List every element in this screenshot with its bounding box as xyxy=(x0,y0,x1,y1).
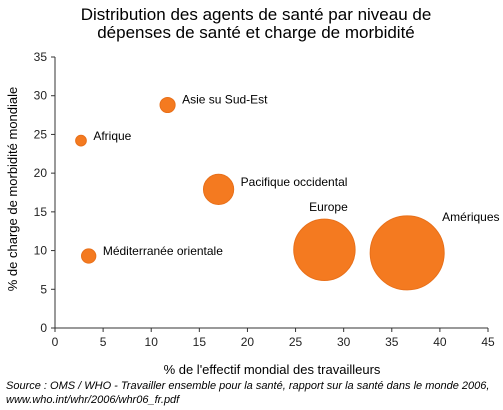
bubble-label: Europe xyxy=(309,200,348,214)
x-axis-label: % de l'effectif mondial des travailleurs xyxy=(164,362,381,377)
x-tick-label: 45 xyxy=(481,335,495,349)
bubble xyxy=(75,134,87,147)
x-tick-label: 10 xyxy=(145,335,159,349)
y-tick-label: 10 xyxy=(34,244,48,258)
x-tick-label: 20 xyxy=(241,335,255,349)
y-tick-label: 0 xyxy=(40,321,47,335)
bubble-label: Méditerranée orientale xyxy=(103,244,223,258)
x-tick-label: 0 xyxy=(52,335,59,349)
chart-title: Distribution des agents de santé par niv… xyxy=(81,5,432,42)
y-tick-label: 35 xyxy=(34,50,48,64)
bubble-label: Asie su Sud-Est xyxy=(182,93,268,107)
bubbles xyxy=(75,96,445,291)
bubble xyxy=(202,173,235,206)
y-axis-label: % de charge de morbidité mondiale xyxy=(5,87,20,292)
bubble-label: Amériques xyxy=(442,210,499,224)
x-tick-label: 15 xyxy=(193,335,207,349)
source-line-1: Source : OMS / WHO - Travailler ensemble… xyxy=(6,380,490,392)
x-tick-label: 40 xyxy=(433,335,447,349)
bubble xyxy=(159,96,176,114)
bubble xyxy=(369,215,445,291)
axes xyxy=(54,57,488,329)
chart-title-line-1: Distribution des agents de santé par niv… xyxy=(81,5,432,24)
y-tick-label: 15 xyxy=(34,205,48,219)
y-tick-label: 5 xyxy=(40,282,47,296)
x-tick-label: 25 xyxy=(289,335,303,349)
x-tick-label: 30 xyxy=(337,335,351,349)
bubble-label: Afrique xyxy=(93,129,131,143)
chart-title-line-2: dépenses de santé et charge de morbidité xyxy=(97,23,415,42)
bubble-labels: Afrique Asie su Sud-Est Pacifique occident… xyxy=(93,93,499,258)
bubble xyxy=(293,218,356,281)
y-axis-ticks: 0 5 10 15 20 25 30 35 xyxy=(34,50,55,335)
bubble-label: Pacifique occidental xyxy=(241,175,348,189)
x-axis-ticks: 0 5 10 15 20 25 30 35 40 45 xyxy=(52,328,495,349)
y-tick-label: 20 xyxy=(34,166,48,180)
y-tick-label: 25 xyxy=(34,127,48,141)
y-tick-label: 30 xyxy=(34,89,48,103)
source-line-2: www.who.int/whr/2006/whr06_fr.pdf xyxy=(6,394,180,406)
x-tick-label: 35 xyxy=(385,335,399,349)
bubble xyxy=(81,248,97,264)
x-tick-label: 5 xyxy=(100,335,107,349)
